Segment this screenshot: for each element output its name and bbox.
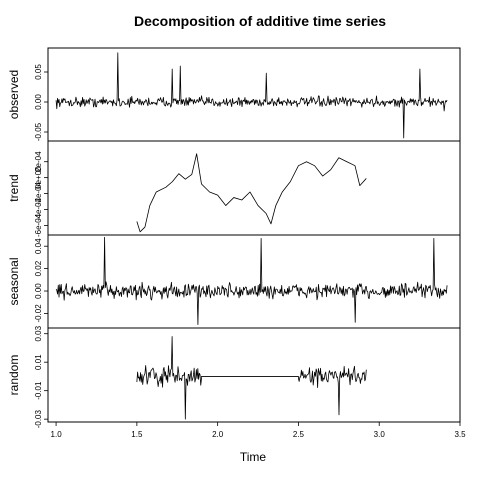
y-tick-label-seasonal: 0.02 <box>34 260 43 276</box>
x-tick-label: 2.0 <box>212 430 224 439</box>
y-tick-label-random: 0.01 <box>34 354 43 370</box>
x-tick-label: 3.5 <box>454 430 466 439</box>
series-line-random <box>136 336 367 420</box>
x-tick-label: 2.5 <box>293 430 305 439</box>
y-tick-label-random: 0.03 <box>34 325 43 341</box>
y-tick-label-observed: 0.05 <box>34 64 43 80</box>
y-tick-label-seasonal: 0.00 <box>34 283 43 299</box>
x-axis-title: Time <box>240 450 267 464</box>
series-line-observed <box>55 52 448 139</box>
y-axis-title-seasonal: seasonal <box>7 257 21 305</box>
y-tick-label-observed: 0.00 <box>34 94 43 110</box>
x-axis: 1.0 1.5 2.0 2.5 3.0 3.5 <box>51 422 466 439</box>
y-tick-label-random: -0.03 <box>34 409 43 428</box>
panel-frame-trend <box>47 140 461 236</box>
y-axis-title-trend: trend <box>7 174 21 201</box>
x-tick-label: 1.0 <box>51 430 63 439</box>
y-tick-label-trend: -2e-04 <box>34 181 43 205</box>
y-tick-label-trend: -4e-04 <box>34 197 43 221</box>
y-tick-label-observed: -0.05 <box>34 122 43 141</box>
y-axis-title-observed: observed <box>7 70 21 119</box>
panel-seasonal: -0.02 0.00 0.02 0.04 seasonal <box>7 234 461 329</box>
y-tick-label-random: -0.01 <box>34 381 43 400</box>
chart-title: Decomposition of additive time series <box>134 13 386 29</box>
y-tick-label-trend: -6e-04 <box>34 213 43 237</box>
panel-frame-observed <box>47 47 461 142</box>
panel-frame-seasonal <box>47 234 461 329</box>
x-tick-label: 1.5 <box>131 430 143 439</box>
y-axis-title-random: random <box>7 355 21 396</box>
series-line-trend <box>136 153 367 233</box>
x-tick-label: 3.0 <box>374 430 386 439</box>
series-line-seasonal <box>55 236 448 326</box>
panel-observed: -0.05 0.00 0.05 observed <box>7 47 461 142</box>
y-tick-label-trend: 0e+00 <box>34 166 43 189</box>
panel-random: -0.03 -0.01 0.01 0.03 random <box>7 325 461 428</box>
panels-group: -0.050.000.05observed-6e-04-4e-04-2e-040… <box>7 47 461 428</box>
y-tick-label-trend: 2e-04 <box>34 151 43 172</box>
y-tick-label-seasonal: -0.02 <box>34 304 43 323</box>
y-tick-label-seasonal: 0.04 <box>34 238 43 254</box>
panel-frame-random <box>47 327 461 423</box>
